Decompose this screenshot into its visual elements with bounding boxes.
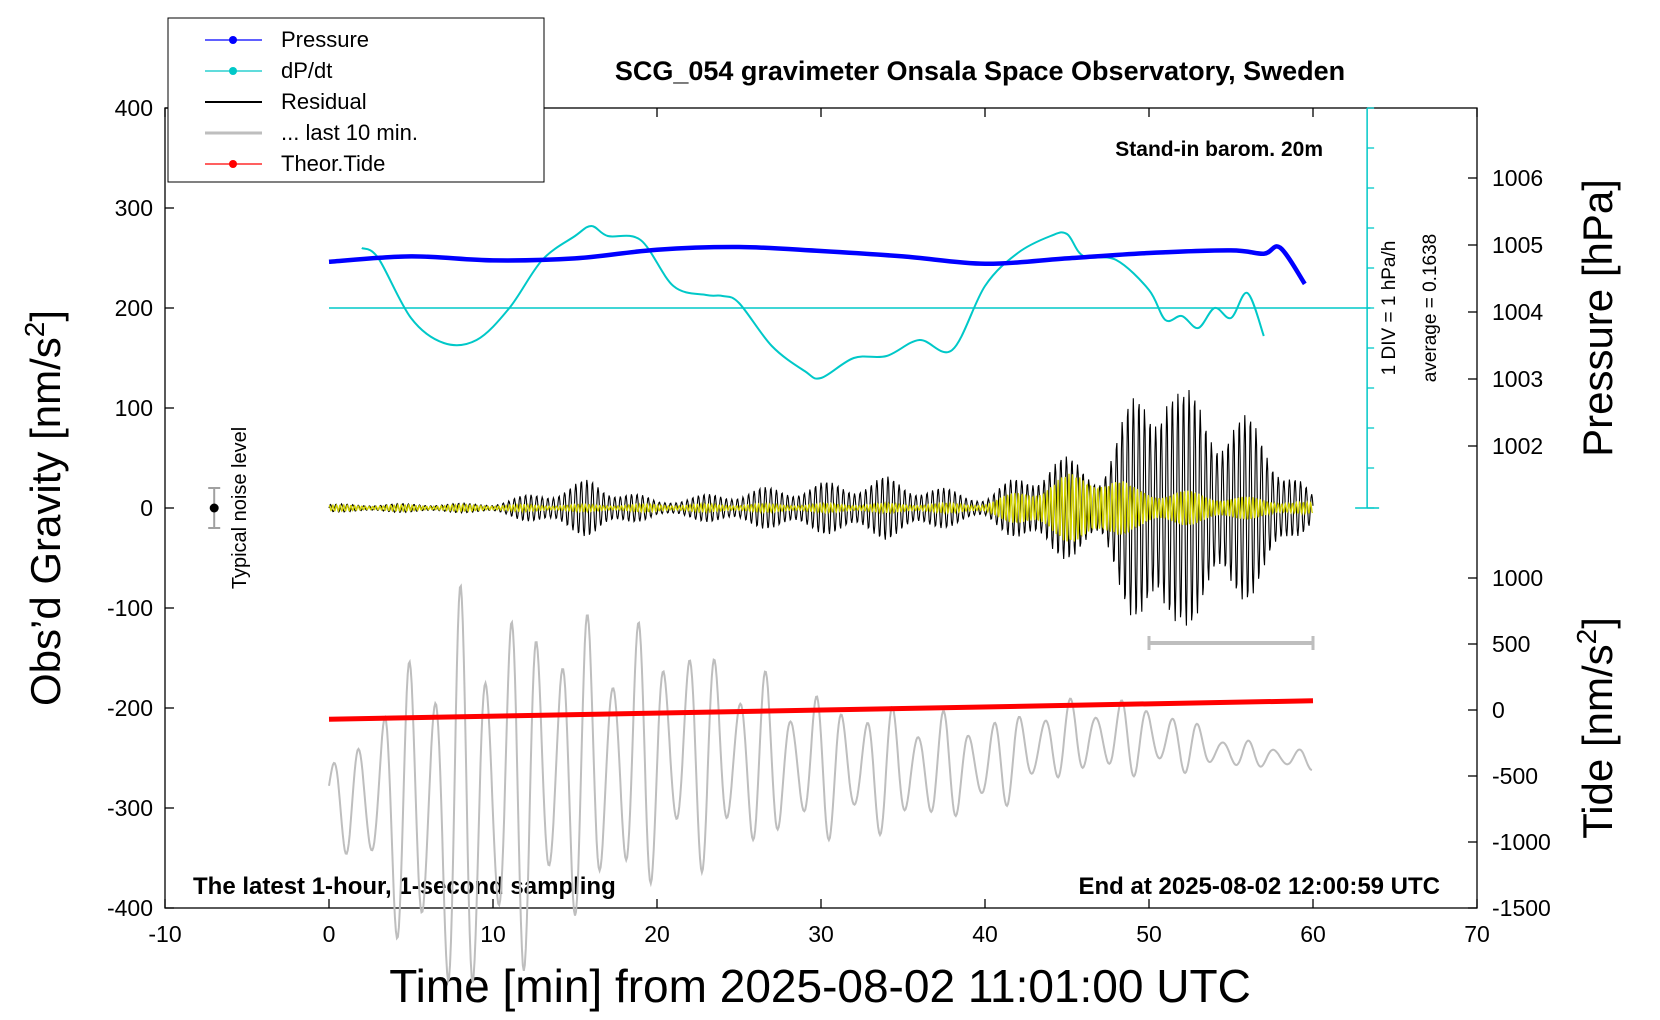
pressure-tick-label: 1006: [1492, 165, 1543, 191]
legend-label: ... last 10 min.: [281, 120, 418, 145]
legend-box: [167, 17, 545, 183]
tide-tick-label: -1500: [1492, 895, 1551, 921]
x-tick-label: 70: [1464, 921, 1490, 947]
legend-swatch-marker: [229, 160, 237, 168]
y-axis-title-main: Obs’d Gravity [nm/s: [22, 337, 69, 706]
x-tick-label: 10: [480, 921, 506, 947]
y-tick-label: 0: [140, 495, 153, 521]
x-tick-label: 30: [808, 921, 834, 947]
chart-title: SCG_054 gravimeter Onsala Space Observat…: [615, 56, 1345, 86]
y-tick-label: -200: [107, 695, 153, 721]
legend-label: Pressure: [281, 27, 369, 52]
pressure-tick-label: 1005: [1492, 232, 1543, 258]
x-tick-label: 0: [323, 921, 336, 947]
x-tick-label: 50: [1136, 921, 1162, 947]
average-note: average = 0.1638: [1420, 234, 1441, 382]
noise-level-note: Typical noise level: [229, 427, 251, 589]
tide-axis-title-main: Tide [nm/s: [1574, 644, 1621, 839]
noise-point: [209, 503, 219, 513]
y-tick-label: -300: [107, 795, 153, 821]
pressure-tick-label: 1003: [1492, 366, 1543, 392]
sampling-note: The latest 1-hour, 1-second sampling: [193, 873, 616, 900]
tide-tick-label: 500: [1492, 631, 1530, 657]
legend-label: dP/dt: [281, 58, 332, 83]
legend-label: Residual: [281, 89, 367, 114]
legend-swatch-marker: [229, 36, 237, 44]
pressure-tick-label: 1002: [1492, 433, 1543, 459]
pressure-series-line: [328, 244, 1307, 286]
pressure-axis-title: Pressure [hPa]: [1574, 179, 1621, 457]
tide-axis-title-sup: 2: [1571, 629, 1602, 645]
y-axis-title-sup: 2: [19, 322, 50, 338]
x-axis-title: Time [min] from 2025-08-02 11:01:00 UTC: [389, 960, 1251, 1012]
legend-items: Pressure dP/dt Residual ... last 10 min. The…: [205, 27, 418, 176]
y-tick-label: 200: [115, 295, 153, 321]
legend-label: Theor.Tide: [281, 151, 385, 176]
end-time-note: End at 2025-08-02 12:00:59 UTC: [1079, 873, 1441, 900]
tide-axis-title-end: ]: [1574, 617, 1621, 629]
y-tick-label: 400: [115, 95, 153, 121]
tide-tick-label: -500: [1492, 763, 1538, 789]
legend: Pressure dP/dt Residual ... last 10 min. The…: [167, 17, 545, 183]
tide-tick-label: 0: [1492, 697, 1505, 723]
tide-tick-label: 1000: [1492, 565, 1543, 591]
y-axis-title: Obs’d Gravity [nm/s2]: [19, 310, 69, 706]
tide-series-line: [328, 698, 1314, 722]
y-tick-label: 100: [115, 395, 153, 421]
x-tick-label: -10: [148, 921, 181, 947]
x-tick-label: 60: [1300, 921, 1326, 947]
barometer-note: Stand-in barom. 20m: [1115, 138, 1323, 161]
last10-series-line: [328, 583, 1313, 985]
ticks-layer: -10 0 10 20 30 40 50 60 704003002001000-100-200-…: [107, 95, 1551, 947]
div-scale-note: 1 DIV = 1 hPa/h: [1379, 241, 1400, 376]
tide-axis-title: Tide [nm/s2]: [1571, 617, 1621, 839]
dpdt-series-line: [361, 224, 1265, 380]
y-tick-label: 300: [115, 195, 153, 221]
yellow-filtered-line: [328, 473, 1314, 542]
x-tick-label: 40: [972, 921, 998, 947]
series-layer: [208, 107, 1380, 985]
y-tick-label: -400: [107, 895, 153, 921]
y-tick-label: -100: [107, 595, 153, 621]
x-tick-label: 20: [644, 921, 670, 947]
pressure-tick-label: 1004: [1492, 299, 1543, 325]
legend-swatch-marker: [229, 67, 237, 75]
y-axis-title-end: ]: [22, 310, 69, 322]
tide-tick-label: -1000: [1492, 829, 1551, 855]
residual-series-line: [328, 389, 1314, 626]
